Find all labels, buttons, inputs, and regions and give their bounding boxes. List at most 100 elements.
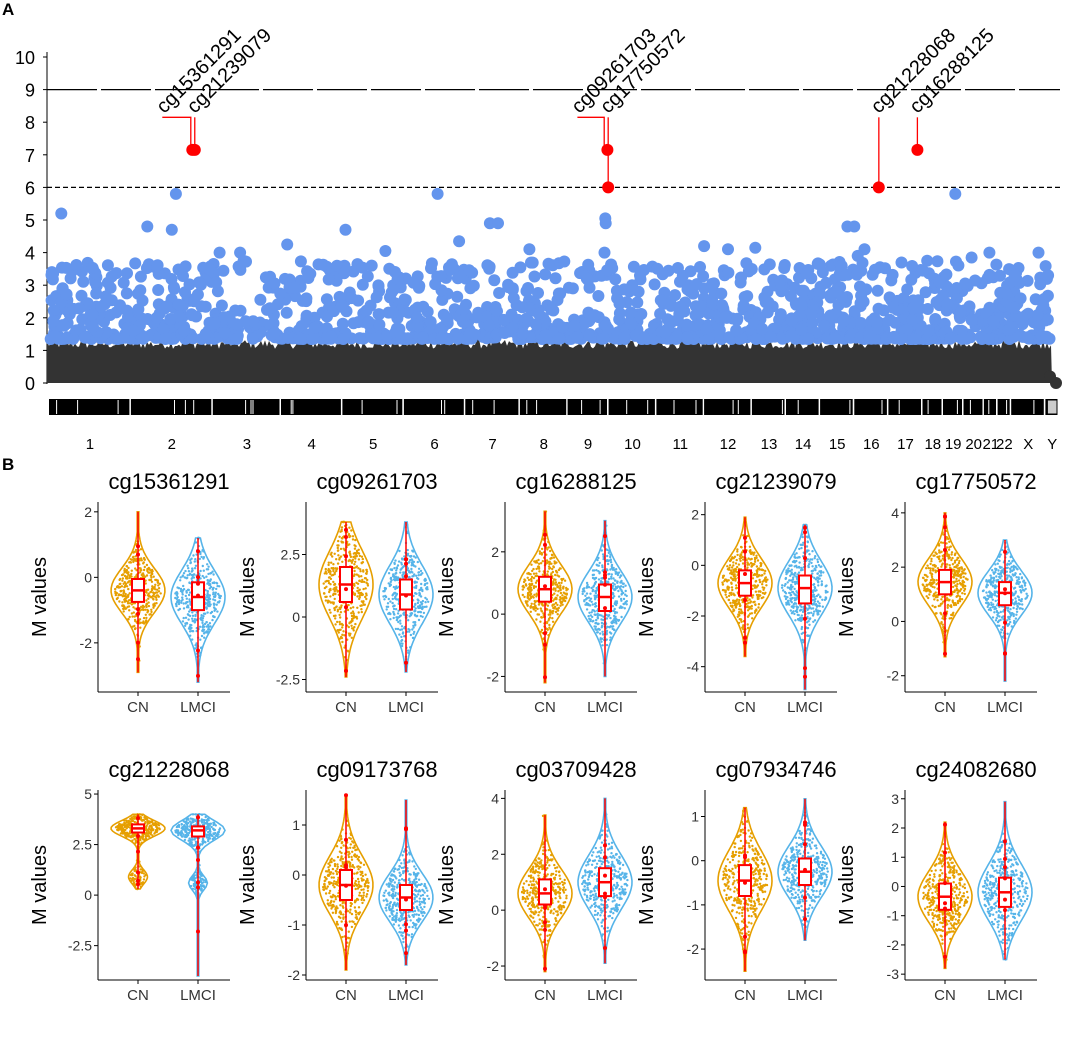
jitter-point	[427, 600, 430, 603]
jitter-point	[114, 593, 118, 597]
outlier-point	[404, 574, 408, 579]
highlighted-point	[911, 143, 924, 156]
jitter-point	[133, 550, 136, 553]
jitter-point	[181, 593, 184, 596]
chromosome-strip	[49, 399, 1058, 415]
jitter-point	[340, 636, 344, 640]
point	[86, 321, 99, 333]
jitter-point	[612, 577, 615, 580]
jitter-point	[400, 635, 403, 639]
point	[110, 306, 123, 319]
jitter-point	[150, 610, 153, 614]
x-tick-label: LMCI	[180, 699, 216, 716]
jitter-point	[806, 536, 810, 539]
jitter-point	[350, 614, 354, 618]
jitter-point	[417, 618, 421, 622]
jitter-point	[800, 605, 803, 609]
jitter-point	[753, 560, 757, 563]
jitter-point	[556, 585, 559, 589]
jitter-point	[352, 629, 355, 632]
jitter-point	[133, 557, 136, 561]
jitter-point	[347, 533, 351, 536]
jitter-point	[387, 597, 390, 601]
point	[1040, 330, 1053, 343]
jitter-point	[340, 526, 344, 529]
point	[445, 258, 458, 271]
jitter-point	[587, 586, 591, 589]
jitter-point	[394, 627, 398, 631]
chromosome-block	[943, 399, 962, 415]
jitter-point	[537, 566, 540, 570]
jitter-point	[392, 585, 396, 589]
jitter-point	[181, 589, 184, 592]
chromosome-block	[130, 399, 212, 415]
jitter-point	[324, 580, 327, 583]
jitter-point	[186, 588, 190, 591]
jitter-point	[216, 584, 219, 588]
jitter-point	[217, 592, 220, 596]
point	[141, 220, 154, 233]
jitter-point	[936, 599, 939, 602]
jitter-point	[341, 623, 344, 626]
jitter-point	[927, 566, 930, 570]
outlier-point	[803, 674, 807, 679]
jitter-point	[426, 582, 429, 585]
jitter-point	[594, 625, 597, 628]
jitter-point	[532, 606, 535, 609]
jitter-point	[142, 622, 146, 625]
point	[280, 306, 293, 319]
jitter-point	[143, 565, 146, 569]
jitter-point	[414, 607, 417, 610]
jitter-point	[134, 548, 138, 552]
violin-title: cg17750572	[915, 469, 1036, 494]
jitter-point	[962, 575, 965, 579]
jitter-point	[951, 563, 955, 566]
jitter-point	[352, 552, 356, 555]
point	[117, 276, 130, 289]
jitter-point	[398, 549, 401, 553]
point	[60, 332, 73, 345]
jitter-point	[731, 556, 734, 559]
jitter-point	[820, 583, 823, 587]
jitter-point	[361, 601, 365, 604]
jitter-point	[397, 598, 400, 601]
jitter-point	[597, 556, 600, 560]
jitter-point	[130, 569, 133, 572]
jitter-point	[610, 573, 613, 576]
point	[965, 251, 978, 264]
jitter-point	[613, 602, 617, 606]
jitter-point	[592, 619, 595, 623]
jitter-point	[951, 585, 955, 589]
jitter-point	[538, 602, 541, 605]
jitter-point	[188, 598, 191, 601]
jitter-point	[338, 613, 341, 617]
point	[481, 259, 494, 272]
chromosome-band	[1006, 400, 1008, 414]
jitter-point	[199, 569, 202, 573]
jitter-point	[138, 645, 141, 648]
jitter-point	[329, 572, 332, 576]
point	[232, 260, 245, 273]
jitter-point	[132, 560, 135, 564]
chromosome-label: 21	[982, 436, 999, 453]
point	[137, 332, 150, 345]
jitter-point	[790, 588, 793, 591]
jitter-point	[400, 638, 404, 642]
jitter-point	[560, 577, 563, 581]
jitter-point	[565, 597, 568, 600]
jitter-point	[798, 561, 801, 564]
jitter-point	[389, 618, 392, 621]
jitter-point	[359, 570, 362, 573]
jitter-point	[155, 594, 159, 597]
jitter-point	[607, 577, 611, 581]
violin-title: cg15361291	[108, 469, 229, 494]
jitter-point	[565, 592, 568, 595]
jitter-point	[408, 615, 411, 618]
jitter-point	[357, 552, 361, 555]
jitter-point	[153, 595, 157, 598]
jitter-point	[413, 580, 417, 583]
jitter-point	[358, 594, 361, 597]
jitter-point	[193, 560, 196, 563]
jitter-point	[759, 563, 763, 567]
jitter-point	[399, 568, 402, 571]
